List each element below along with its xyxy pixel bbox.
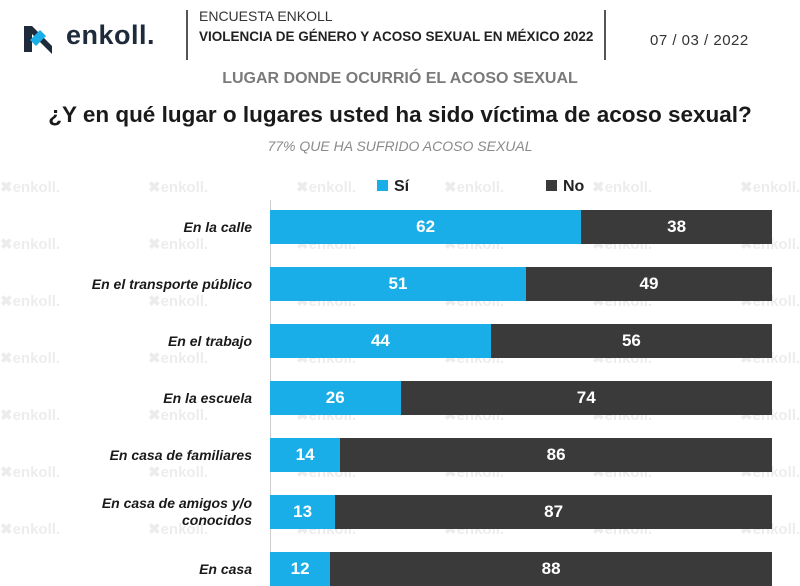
data-label-no: 38 [667, 217, 687, 236]
category-label: En la escuela [163, 389, 252, 406]
bar-no [581, 210, 772, 244]
category-label: En casa [199, 560, 252, 577]
watermark-logo: ✖enkoll. [0, 350, 61, 367]
data-label-no: 56 [621, 331, 641, 350]
data-label-no: 87 [544, 502, 564, 521]
category-label: En el transporte público [91, 275, 252, 292]
chart-subtitle: 77% QUE HA SUFRIDO ACOSO SEXUAL [267, 138, 533, 154]
data-label-si: 51 [388, 274, 408, 293]
bar-no [335, 495, 772, 529]
watermark-logo: ✖enkoll. [148, 350, 209, 367]
legend-swatch-no [546, 179, 557, 191]
logo-mark-icon [24, 26, 52, 54]
survey-date: 07 / 03 / 2022 [650, 32, 749, 49]
data-label-no: 74 [576, 388, 596, 407]
watermark-logo: ✖enkoll. [0, 521, 61, 538]
watermark-logo: ✖enkoll. [148, 293, 209, 310]
watermark-logo: ✖enkoll. [0, 464, 61, 481]
category-label: En la calle [183, 218, 252, 235]
legend-label-si: Sí [394, 178, 410, 195]
data-label-no: 49 [639, 274, 659, 293]
bar-no [400, 381, 772, 415]
data-label-si: 26 [325, 388, 345, 407]
data-label-si: 44 [370, 331, 390, 350]
watermark-logo: ✖enkoll. [148, 407, 209, 424]
bar-no [490, 324, 772, 358]
category-label: En casa de amigos y/o conocidos [101, 495, 252, 528]
enkoll-logo: enkoll. [22, 18, 172, 58]
watermark-logo: ✖enkoll. [444, 179, 505, 196]
logo-text: enkoll. [66, 20, 156, 50]
survey-name: ENCUESTA ENKOLL [199, 8, 333, 24]
bar-si [270, 438, 341, 472]
watermark-logo: ✖enkoll. [148, 521, 209, 538]
bar-si [270, 495, 336, 529]
watermark-logo: ✖enkoll. [740, 179, 800, 196]
bar-si [270, 210, 582, 244]
question-title: ¿Y en qué lugar o lugares usted ha sido … [48, 102, 752, 127]
bar-no [340, 438, 772, 472]
watermark-logo: ✖enkoll. [148, 464, 209, 481]
watermark-logo: ✖enkoll. [148, 236, 209, 253]
watermark-logo: ✖enkoll. [0, 236, 61, 253]
watermark-logo: ✖enkoll. [0, 179, 61, 196]
header-divider-right [604, 10, 606, 60]
legend-item-no: No [546, 178, 584, 196]
header: enkoll. ENCUESTA ENKOLL VIOLENCIA DE GÉN… [0, 0, 800, 64]
legend-swatch-si [377, 179, 388, 191]
legend-label-no: No [563, 178, 585, 195]
data-label-si: 12 [290, 559, 310, 578]
data-label-si: 62 [416, 217, 436, 236]
bar-si [270, 324, 491, 358]
section-title: LUGAR DONDE OCURRIÓ EL ACOSO SEXUAL [222, 70, 578, 87]
data-label-no: 88 [541, 559, 561, 578]
watermark-logo: ✖enkoll. [148, 179, 209, 196]
watermark-logo: ✖enkoll. [0, 293, 61, 310]
survey-title: VIOLENCIA DE GÉNERO Y ACOSO SEXUAL EN MÉ… [199, 29, 594, 44]
header-divider-left [186, 10, 188, 60]
bar-si [270, 267, 527, 301]
watermark-logo: ✖enkoll. [296, 179, 357, 196]
bar-si [270, 381, 401, 415]
watermark-logo: ✖enkoll. [0, 407, 61, 424]
watermark-logo: ✖enkoll. [592, 179, 653, 196]
data-label-si: 13 [293, 502, 313, 521]
bar-no [526, 267, 772, 301]
data-label-si: 14 [295, 445, 315, 464]
data-label-no: 86 [546, 445, 566, 464]
category-label: En casa de familiares [109, 446, 252, 463]
legend-item-si: Sí [377, 178, 409, 196]
category-label: En el trabajo [167, 332, 252, 349]
